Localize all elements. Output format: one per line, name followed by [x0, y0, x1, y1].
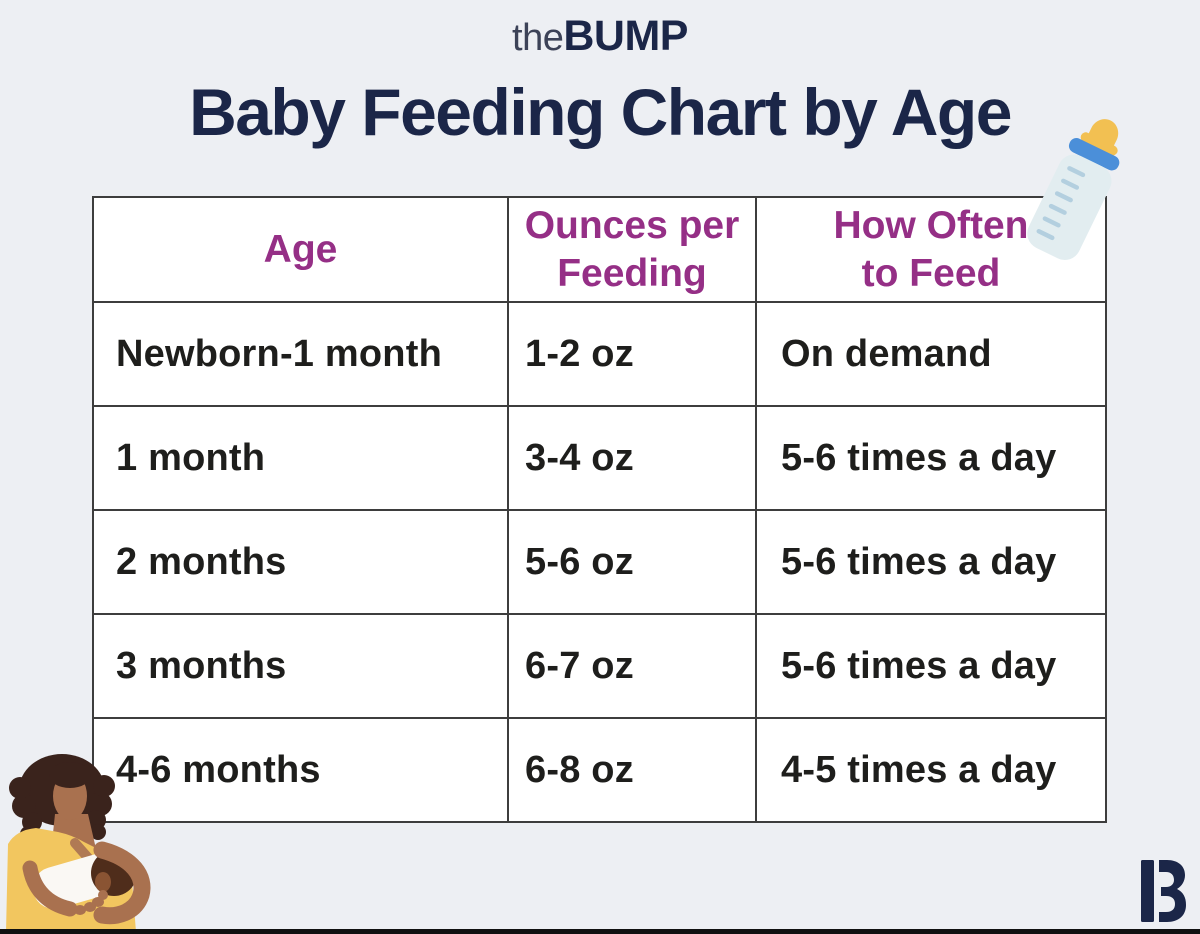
column-header-1: Ounces per Feeding: [507, 196, 757, 303]
table-body: Newborn-1 month 1-2 oz On demand 1 month 3-4…: [92, 301, 1107, 823]
table-header-row: Age Ounces per Feeding How Often to Feed: [92, 196, 1107, 303]
cell-age: 4-6 months: [92, 717, 509, 823]
bottle-measure-ticks: [1036, 166, 1086, 241]
table-row: Newborn-1 month 1-2 oz On demand: [92, 301, 1107, 407]
cell-ounces: 1-2 oz: [507, 301, 757, 407]
mother-right-arm: [93, 841, 151, 925]
cell-age: Newborn-1 month: [92, 301, 509, 407]
page-title: Baby Feeding Chart by Age: [189, 75, 1012, 149]
table-row: 4-6 months 6-8 oz 4-5 times a day: [92, 717, 1107, 823]
table-row: 2 months 5-6 oz 5-6 times a day: [92, 509, 1107, 615]
brand-logo: theBUMP: [0, 12, 1200, 70]
cell-age: 1 month: [92, 405, 509, 511]
mother-hair-fringe: [49, 762, 91, 788]
column-header-0: Age: [92, 196, 509, 303]
cell-ounces: 3-4 oz: [507, 405, 757, 511]
cell-frequency: 5-6 times a day: [755, 405, 1107, 511]
bump-b-logo-shape: [1141, 860, 1186, 922]
cell-ounces: 5-6 oz: [507, 509, 757, 615]
brand-logo-bump: BUMP: [563, 12, 688, 60]
baby-bottle-svg: [1027, 119, 1120, 260]
feeding-table: Age Ounces per Feeding How Often to Feed N…: [92, 196, 1107, 823]
mother-left-arm: [22, 860, 78, 917]
mother-illustration-svg: [6, 754, 151, 932]
cell-age: 2 months: [92, 509, 509, 615]
bottle-ring: [1068, 138, 1120, 171]
bottle-nipple: [1088, 119, 1119, 147]
cell-ounces: 6-7 oz: [507, 613, 757, 719]
table-row: 3 months 6-7 oz 5-6 times a day: [92, 613, 1107, 719]
cell-frequency: 5-6 times a day: [755, 613, 1107, 719]
bump-b-logo-mark: [1141, 860, 1187, 928]
bump-b-logo-svg: [1141, 860, 1186, 922]
bottle-nipple-flare: [1080, 132, 1118, 156]
table-row: 1 month 3-4 oz 5-6 times a day: [92, 405, 1107, 511]
mother-nursing-baby-illustration: [2, 748, 187, 934]
baby-bottle-icon: [1000, 96, 1154, 283]
cell-frequency: On demand: [755, 301, 1107, 407]
baby-face: [95, 872, 111, 892]
cell-frequency: 4-5 times a day: [755, 717, 1107, 823]
feeding-table-container: Age Ounces per Feeding How Often to Feed N…: [92, 196, 1107, 823]
cell-age: 3 months: [92, 613, 509, 719]
cell-ounces: 6-8 oz: [507, 717, 757, 823]
cell-frequency: 5-6 times a day: [755, 509, 1107, 615]
brand-logo-the: the: [512, 17, 564, 59]
mother-hand-fingers: [74, 890, 108, 915]
bottom-edge-bar: [0, 929, 1200, 934]
